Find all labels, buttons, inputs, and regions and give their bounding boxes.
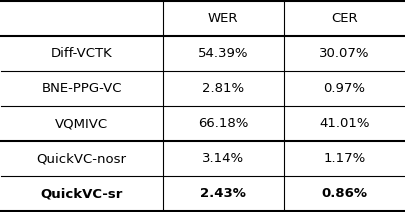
- Text: Diff-VCTK: Diff-VCTK: [51, 47, 112, 60]
- Text: 54.39%: 54.39%: [198, 47, 248, 60]
- Text: 3.14%: 3.14%: [202, 152, 244, 165]
- Text: QuickVC-nosr: QuickVC-nosr: [36, 152, 126, 165]
- Text: 66.18%: 66.18%: [198, 117, 248, 130]
- Text: 0.97%: 0.97%: [323, 82, 365, 95]
- Text: 41.01%: 41.01%: [319, 117, 369, 130]
- Text: CER: CER: [330, 12, 357, 25]
- Text: 1.17%: 1.17%: [323, 152, 365, 165]
- Text: BNE-PPG-VC: BNE-PPG-VC: [41, 82, 122, 95]
- Text: WER: WER: [207, 12, 238, 25]
- Text: VQMIVC: VQMIVC: [55, 117, 108, 130]
- Text: 2.81%: 2.81%: [202, 82, 244, 95]
- Text: QuickVC-sr: QuickVC-sr: [40, 187, 122, 200]
- Text: 0.86%: 0.86%: [321, 187, 367, 200]
- Text: 2.43%: 2.43%: [200, 187, 245, 200]
- Text: 30.07%: 30.07%: [319, 47, 369, 60]
